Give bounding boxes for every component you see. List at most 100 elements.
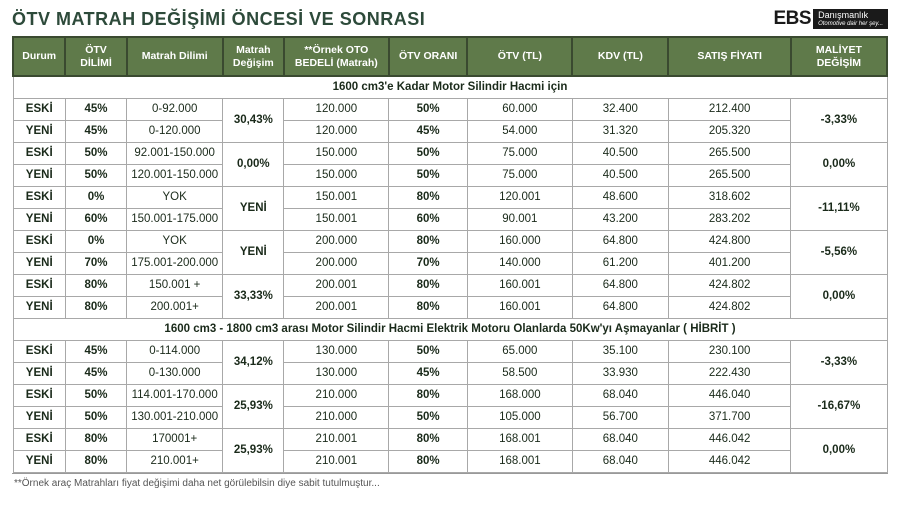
satis-cell: 446.042	[668, 428, 790, 450]
otv-cell: 160.000	[467, 230, 572, 252]
oran-cell: 45%	[389, 120, 468, 142]
th-bedel: **Örnek OTO BEDELİ (Matrah)	[284, 37, 389, 76]
kdv-cell: 56.700	[572, 406, 668, 428]
maliyet-cell: -11,11%	[791, 186, 887, 230]
table-row: ESKİ50%114.001-170.00025,93%210.00080%16…	[13, 384, 887, 406]
maliyet-cell: -5,56%	[791, 230, 887, 274]
table-row: ESKİ80%150.001 +33,33%200.00180%160.0016…	[13, 274, 887, 296]
durum-cell: ESKİ	[13, 274, 65, 296]
kdv-cell: 40.500	[572, 164, 668, 186]
table-row: YENİ50%130.001-210.000210.00050%105.0005…	[13, 406, 887, 428]
kdv-cell: 35.100	[572, 340, 668, 362]
bedel-cell: 200.001	[284, 296, 389, 318]
satis-cell: 205.320	[668, 120, 790, 142]
otv-cell: 75.000	[467, 164, 572, 186]
satis-cell: 265.500	[668, 142, 790, 164]
kdv-cell: 68.040	[572, 450, 668, 472]
oran-cell: 80%	[389, 428, 468, 450]
oran-cell: 50%	[389, 142, 468, 164]
degisim-cell: 25,93%	[223, 428, 284, 472]
degisim-cell: 25,93%	[223, 384, 284, 428]
table-row: YENİ80%200.001+200.00180%160.00164.80042…	[13, 296, 887, 318]
otv-table: Durum ÖTV DİLİMİ Matrah Dilimi Matrah De…	[12, 36, 888, 473]
kdv-cell: 64.800	[572, 274, 668, 296]
table-row: ESKİ80%170001+25,93%210.00180%168.00168.…	[13, 428, 887, 450]
durum-cell: ESKİ	[13, 186, 65, 208]
dilim-cell: 50%	[65, 142, 126, 164]
durum-cell: ESKİ	[13, 142, 65, 164]
satis-cell: 222.430	[668, 362, 790, 384]
bedel-cell: 200.000	[284, 230, 389, 252]
table-container: { "title": "ÖTV MATRAH DEĞİŞİMİ ÖNCESİ V…	[0, 0, 900, 497]
otv-cell: 168.001	[467, 450, 572, 472]
th-maliyet: MALİYET DEĞİŞİM	[791, 37, 887, 76]
kdv-cell: 40.500	[572, 142, 668, 164]
maliyet-cell: 0,00%	[791, 142, 887, 186]
durum-cell: YENİ	[13, 362, 65, 384]
degisim-cell: YENİ	[223, 230, 284, 274]
satis-cell: 446.040	[668, 384, 790, 406]
bedel-cell: 130.000	[284, 340, 389, 362]
matrah-cell: 210.001+	[127, 450, 223, 472]
dilim-cell: 80%	[65, 274, 126, 296]
durum-cell: YENİ	[13, 120, 65, 142]
bedel-cell: 200.001	[284, 274, 389, 296]
degisim-cell: 34,12%	[223, 340, 284, 384]
degisim-cell: YENİ	[223, 186, 284, 230]
satis-cell: 230.100	[668, 340, 790, 362]
otv-cell: 90.001	[467, 208, 572, 230]
table-row: ESKİ0%YOKYENİ150.00180%120.00148.600318.…	[13, 186, 887, 208]
oran-cell: 45%	[389, 362, 468, 384]
matrah-cell: 170001+	[127, 428, 223, 450]
footnote: **Örnek araç Matrahları fiyat değişimi d…	[12, 473, 888, 489]
bedel-cell: 150.001	[284, 208, 389, 230]
satis-cell: 446.042	[668, 450, 790, 472]
matrah-cell: 0-114.000	[127, 340, 223, 362]
durum-cell: YENİ	[13, 252, 65, 274]
table-row: YENİ60%150.001-175.000150.00160%90.00143…	[13, 208, 887, 230]
table-row: YENİ80%210.001+210.00180%168.00168.04044…	[13, 450, 887, 472]
matrah-cell: YOK	[127, 230, 223, 252]
degisim-cell: 33,33%	[223, 274, 284, 318]
dilim-cell: 80%	[65, 428, 126, 450]
kdv-cell: 68.040	[572, 428, 668, 450]
satis-cell: 265.500	[668, 164, 790, 186]
dilim-cell: 45%	[65, 120, 126, 142]
th-matrah: Matrah Dilimi	[127, 37, 223, 76]
otv-cell: 160.001	[467, 274, 572, 296]
kdv-cell: 33.930	[572, 362, 668, 384]
oran-cell: 80%	[389, 274, 468, 296]
otv-cell: 120.001	[467, 186, 572, 208]
otv-cell: 105.000	[467, 406, 572, 428]
durum-cell: YENİ	[13, 296, 65, 318]
oran-cell: 70%	[389, 252, 468, 274]
bedel-cell: 120.000	[284, 98, 389, 120]
logo-tag-text: Danışmanlık	[818, 10, 868, 20]
matrah-cell: YOK	[127, 186, 223, 208]
matrah-cell: 114.001-170.000	[127, 384, 223, 406]
degisim-cell: 0,00%	[223, 142, 284, 186]
logo: EBS Danışmanlık Otomotive dair her şey..…	[774, 8, 889, 30]
th-satis: SATIŞ FİYATI	[668, 37, 790, 76]
kdv-cell: 43.200	[572, 208, 668, 230]
dilim-cell: 0%	[65, 186, 126, 208]
kdv-cell: 64.800	[572, 296, 668, 318]
table-row: YENİ50%120.001-150.000150.00050%75.00040…	[13, 164, 887, 186]
bedel-cell: 210.001	[284, 428, 389, 450]
durum-cell: ESKİ	[13, 340, 65, 362]
durum-cell: ESKİ	[13, 230, 65, 252]
bedel-cell: 210.001	[284, 450, 389, 472]
th-otv: ÖTV (TL)	[467, 37, 572, 76]
otv-cell: 168.000	[467, 384, 572, 406]
matrah-cell: 120.001-150.000	[127, 164, 223, 186]
bedel-cell: 150.000	[284, 142, 389, 164]
page-title: ÖTV MATRAH DEĞİŞİMİ ÖNCESİ VE SONRASI	[12, 9, 425, 30]
title-row: ÖTV MATRAH DEĞİŞİMİ ÖNCESİ VE SONRASI EB…	[12, 8, 888, 30]
oran-cell: 80%	[389, 186, 468, 208]
kdv-cell: 64.800	[572, 230, 668, 252]
bedel-cell: 150.001	[284, 186, 389, 208]
dilim-cell: 70%	[65, 252, 126, 274]
dilim-cell: 45%	[65, 340, 126, 362]
dilim-cell: 45%	[65, 362, 126, 384]
dilim-cell: 80%	[65, 296, 126, 318]
